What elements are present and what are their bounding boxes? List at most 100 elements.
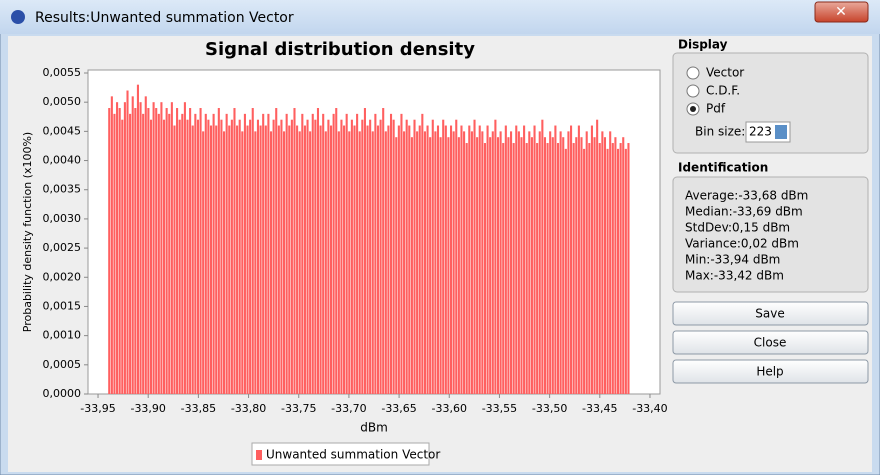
bar — [551, 137, 554, 394]
bar — [356, 113, 359, 394]
identification-line: Max:-33,42 dBm — [685, 269, 784, 283]
bar — [616, 148, 620, 394]
bar — [507, 137, 510, 394]
bar — [298, 131, 301, 394]
bar — [447, 137, 450, 394]
bar — [593, 137, 596, 394]
bar — [596, 119, 599, 394]
identification-line: Average:-33,68 dBm — [685, 189, 808, 203]
bar — [590, 125, 593, 394]
legend — [251, 442, 430, 466]
bar — [510, 131, 513, 394]
button-label: Close — [754, 336, 787, 350]
bar — [366, 125, 369, 394]
bar — [178, 119, 181, 394]
identification-line: Min:-33,94 dBm — [685, 253, 780, 267]
calculator-icon[interactable] — [775, 125, 787, 139]
bar — [431, 119, 434, 394]
bar — [343, 125, 346, 394]
bar — [277, 125, 280, 394]
bar — [116, 102, 119, 394]
bar — [572, 143, 575, 394]
bar — [254, 131, 257, 394]
button[interactable] — [672, 330, 869, 355]
radio-button[interactable] — [686, 84, 700, 98]
bar — [283, 131, 286, 394]
bar — [530, 137, 533, 394]
identification-box — [672, 176, 869, 293]
close-window-button[interactable] — [814, 1, 869, 23]
bar — [392, 119, 395, 394]
bar — [332, 113, 335, 394]
bar — [142, 113, 145, 394]
bar — [478, 125, 481, 394]
bar — [243, 113, 246, 394]
y-tick-label: 0,0015 — [43, 299, 82, 312]
bar — [580, 137, 583, 394]
bar — [559, 131, 562, 394]
bar — [123, 102, 126, 394]
bar — [554, 125, 557, 394]
bar — [429, 137, 432, 394]
bar — [619, 143, 622, 394]
bar — [280, 119, 283, 394]
bar — [134, 108, 137, 394]
bar — [293, 108, 296, 394]
bar — [609, 131, 612, 394]
x-axis-label: dBm — [360, 421, 388, 435]
bar — [181, 113, 184, 394]
bar — [470, 131, 473, 394]
bar — [348, 131, 351, 394]
display-box — [672, 52, 869, 154]
bar — [149, 119, 153, 394]
bar — [309, 131, 312, 394]
y-tick-label: 0,0025 — [43, 241, 82, 254]
bar — [350, 119, 353, 394]
bar — [345, 113, 348, 394]
bar — [426, 125, 429, 394]
bar — [483, 143, 487, 394]
bar — [170, 102, 173, 394]
bar — [575, 137, 578, 394]
bar — [481, 131, 484, 394]
button[interactable] — [672, 359, 869, 384]
bar — [489, 137, 492, 394]
bar — [423, 131, 426, 394]
title-bar — [0, 0, 880, 34]
bar — [622, 137, 625, 394]
bar — [251, 108, 254, 394]
bar — [233, 108, 236, 394]
bar — [614, 137, 617, 394]
button[interactable] — [672, 301, 869, 326]
bar — [225, 113, 228, 394]
bar — [520, 137, 523, 394]
bar — [476, 137, 479, 394]
bar — [311, 113, 314, 394]
radio-button[interactable] — [686, 66, 700, 80]
bar — [486, 125, 489, 394]
bar — [269, 131, 273, 394]
bar — [455, 119, 458, 394]
bar — [335, 108, 338, 394]
bar — [327, 119, 330, 394]
bar — [246, 125, 249, 394]
bar — [118, 108, 121, 394]
bar — [583, 148, 586, 394]
window-title: Results:Unwanted summation Vector — [35, 10, 294, 26]
y-tick-label: 0,0000 — [43, 387, 82, 400]
bar — [121, 119, 124, 394]
bar — [374, 113, 377, 394]
bar — [376, 125, 380, 394]
bar — [502, 143, 505, 394]
bar — [444, 125, 447, 394]
bar — [436, 125, 440, 394]
bar — [460, 125, 463, 394]
bar — [267, 113, 270, 394]
bar — [491, 131, 494, 394]
bar — [329, 125, 333, 394]
x-tick-label: -33,65 — [381, 402, 416, 415]
x-tick-label: -33,45 — [582, 402, 617, 415]
bar — [290, 119, 293, 394]
bar — [207, 119, 210, 394]
bar — [413, 119, 416, 394]
